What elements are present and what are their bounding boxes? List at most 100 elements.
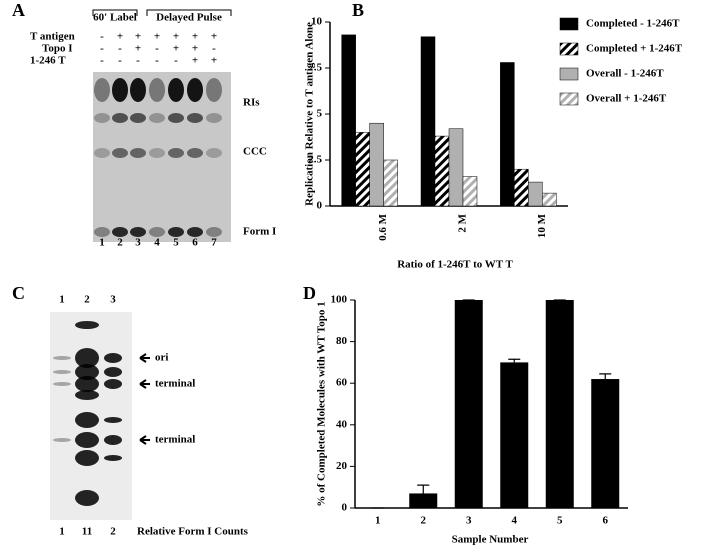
band bbox=[94, 148, 110, 158]
counts-label: Relative Form I Counts bbox=[137, 526, 249, 538]
sign: - bbox=[136, 55, 140, 67]
bar bbox=[462, 176, 478, 207]
row-label: Topo I bbox=[42, 43, 72, 55]
band bbox=[53, 382, 71, 386]
x-tick-label: 2 bbox=[421, 515, 427, 527]
band bbox=[168, 113, 184, 123]
bar bbox=[409, 493, 438, 508]
x-tick-label: 5 bbox=[557, 515, 563, 527]
count: 11 bbox=[82, 526, 92, 538]
sign: - bbox=[118, 55, 122, 67]
y-axis-label: % of Completed Molecules with WT Topo 1 bbox=[316, 301, 328, 506]
sign: - bbox=[212, 43, 216, 55]
y-axis-label: Replication Relative to T antigen Alone bbox=[304, 22, 316, 206]
bracket bbox=[146, 9, 232, 16]
arrow bbox=[139, 435, 150, 445]
band bbox=[53, 370, 71, 374]
lane-number: 2 bbox=[84, 294, 90, 306]
y-tick-label: 60 bbox=[336, 377, 348, 389]
y-tick-label: 10 bbox=[311, 16, 323, 28]
sign: - bbox=[100, 55, 104, 67]
band bbox=[168, 227, 184, 237]
band bbox=[206, 148, 222, 158]
sign: - bbox=[100, 43, 104, 55]
band bbox=[130, 148, 146, 158]
y-tick-label: 2.5 bbox=[308, 154, 322, 166]
sign: - bbox=[155, 43, 159, 55]
legend-swatch bbox=[559, 92, 579, 106]
bar bbox=[341, 34, 356, 207]
band bbox=[94, 227, 110, 237]
y-tick-label: 80 bbox=[336, 335, 348, 347]
bar bbox=[545, 300, 574, 508]
arrow bbox=[139, 379, 150, 389]
error-bar bbox=[417, 484, 430, 494]
band bbox=[112, 227, 128, 237]
panel-letter: D bbox=[303, 283, 316, 303]
band bbox=[75, 450, 99, 466]
band bbox=[149, 78, 165, 102]
legend-label: Completed - 1-246T bbox=[586, 18, 680, 30]
bar bbox=[448, 128, 464, 207]
lane-number: 1 bbox=[99, 237, 105, 249]
x-axis-label: Ratio of 1-246T to WT T bbox=[397, 259, 513, 271]
x-tick-label: 4 bbox=[512, 515, 518, 527]
band-label: terminal bbox=[155, 378, 195, 390]
sign: + bbox=[154, 31, 160, 43]
band bbox=[187, 148, 203, 158]
band bbox=[94, 78, 110, 102]
band bbox=[149, 227, 165, 237]
bar bbox=[542, 192, 557, 207]
band bbox=[112, 78, 128, 102]
gel-bands bbox=[53, 78, 222, 506]
y-tick-label: 5 bbox=[317, 108, 323, 120]
band-label: terminal bbox=[155, 434, 195, 446]
y-tick-label: 40 bbox=[336, 418, 348, 430]
band-label: Form I bbox=[243, 226, 276, 238]
bar bbox=[383, 159, 398, 207]
lane-number: 2 bbox=[117, 237, 123, 249]
row-label: T antigen bbox=[30, 31, 75, 43]
x-axis-label: Sample Number bbox=[452, 534, 529, 546]
y-tick-label: 0 bbox=[342, 502, 348, 514]
bracket bbox=[92, 9, 138, 16]
sign: + bbox=[135, 31, 141, 43]
legend-swatch bbox=[559, 17, 579, 31]
y-tick-label: 20 bbox=[336, 460, 348, 472]
lane-number: 6 bbox=[192, 237, 198, 249]
band bbox=[104, 417, 122, 423]
x-tick-label: 2 M bbox=[457, 213, 469, 232]
band bbox=[187, 113, 203, 123]
arrow bbox=[139, 353, 150, 363]
band bbox=[130, 113, 146, 123]
sign: + bbox=[192, 55, 198, 67]
band bbox=[75, 348, 99, 368]
lane-number: 7 bbox=[211, 237, 217, 249]
count: 1 bbox=[59, 526, 65, 538]
band bbox=[53, 356, 71, 360]
x-tick-label: 3 bbox=[466, 515, 472, 527]
band bbox=[75, 376, 99, 392]
band bbox=[130, 227, 146, 237]
band bbox=[206, 78, 222, 102]
y-tick-label: 100 bbox=[331, 294, 348, 306]
band bbox=[75, 432, 99, 448]
band bbox=[75, 490, 99, 506]
sign: - bbox=[118, 43, 122, 55]
sign: + bbox=[173, 31, 179, 43]
panel-letter: A bbox=[12, 0, 25, 20]
lane-number: 1 bbox=[59, 294, 65, 306]
row-label: 1-246 T bbox=[30, 55, 66, 67]
sign: + bbox=[192, 31, 198, 43]
band bbox=[168, 78, 184, 102]
error-bar bbox=[508, 358, 521, 363]
band bbox=[104, 435, 122, 445]
y-tick-label: 0 bbox=[317, 200, 323, 212]
legend-swatch bbox=[559, 67, 579, 81]
y-tick-label: 7.5 bbox=[308, 62, 322, 74]
sign: + bbox=[211, 55, 217, 67]
band-label: CCC bbox=[243, 146, 267, 158]
count: 2 bbox=[110, 526, 116, 538]
lane-number: 3 bbox=[135, 237, 141, 249]
